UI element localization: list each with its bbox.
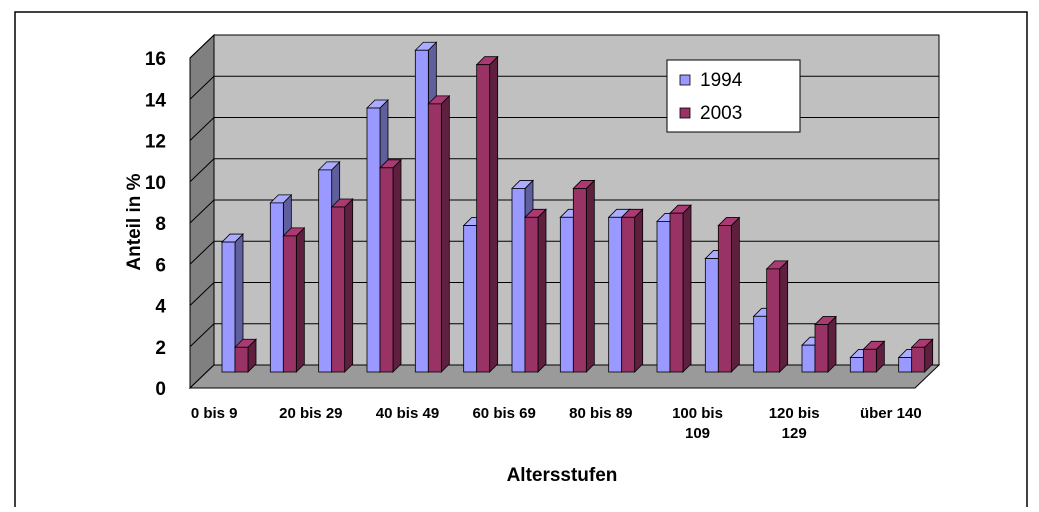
bar-front bbox=[801, 344, 816, 373]
bar-side bbox=[682, 204, 692, 373]
y-tick-label: 14 bbox=[145, 90, 167, 111]
legend-swatch-1994 bbox=[679, 74, 691, 86]
bar-side bbox=[440, 94, 450, 373]
bar-2003-2 bbox=[330, 198, 354, 373]
legend-box bbox=[666, 59, 801, 133]
gridline bbox=[189, 34, 939, 59]
bar-2003-13 bbox=[862, 340, 886, 373]
bar-front bbox=[318, 169, 333, 373]
bar-front bbox=[814, 324, 829, 373]
y-tick-label: 16 bbox=[145, 49, 166, 70]
bar-front bbox=[463, 225, 478, 373]
x-tick-line: 120 bis bbox=[769, 405, 820, 422]
y-tick-label: 6 bbox=[155, 255, 166, 276]
bar-front bbox=[621, 216, 636, 373]
gridline bbox=[189, 158, 939, 183]
x-tick-line: 109 bbox=[685, 425, 710, 442]
x-tick-line: 100 bis bbox=[672, 405, 723, 422]
bar-2003-14 bbox=[910, 338, 934, 373]
x-axis-label: Altersstufen bbox=[507, 465, 618, 486]
gridline bbox=[189, 323, 939, 348]
bar-side bbox=[537, 208, 547, 373]
bar-2003-4 bbox=[427, 94, 451, 373]
bar-front bbox=[221, 241, 236, 373]
bar-2003-1 bbox=[282, 226, 306, 373]
y-tick-label: 0 bbox=[155, 379, 166, 400]
bar-front bbox=[282, 235, 297, 373]
x-tick-label: 40 bis 49 bbox=[376, 405, 439, 422]
y-tick-label: 10 bbox=[145, 173, 166, 194]
bar-2003-11 bbox=[765, 259, 789, 373]
bar-side bbox=[344, 198, 354, 373]
legend: 1994 2003 bbox=[666, 59, 801, 133]
bar-front bbox=[379, 167, 394, 373]
bar-front bbox=[427, 103, 442, 373]
bar-side bbox=[827, 315, 837, 373]
y-tick-label: 4 bbox=[155, 297, 166, 318]
bar-front bbox=[669, 212, 684, 373]
y-tick-label: 12 bbox=[145, 132, 166, 153]
bar-front bbox=[717, 225, 732, 373]
bar-2003-5 bbox=[475, 55, 499, 373]
bar-front bbox=[849, 357, 864, 373]
bar-front bbox=[331, 206, 346, 373]
bar-front bbox=[656, 221, 671, 373]
bar-side bbox=[392, 158, 402, 373]
bar-side bbox=[779, 259, 789, 373]
bar-front bbox=[234, 346, 249, 373]
bar-side bbox=[489, 55, 499, 373]
gridline bbox=[189, 282, 939, 306]
x-tick-label: 120 bis 129 bbox=[769, 405, 820, 442]
y-tick-label: 8 bbox=[155, 214, 166, 235]
bar-front bbox=[704, 258, 719, 373]
legend-label-1994: 1994 bbox=[700, 70, 743, 91]
legend-label-2003: 2003 bbox=[700, 103, 742, 124]
y-tick-label: 2 bbox=[155, 338, 166, 359]
bar-2003-10 bbox=[717, 216, 741, 373]
bar-2003-6 bbox=[524, 208, 547, 373]
bar-2003-12 bbox=[814, 315, 837, 373]
bar-front bbox=[898, 357, 913, 373]
bar-2003-0 bbox=[234, 338, 257, 373]
bar-front bbox=[608, 216, 623, 373]
x-tick-label: 20 bis 29 bbox=[279, 405, 342, 422]
gridline bbox=[189, 199, 939, 224]
bar-2003-8 bbox=[620, 208, 644, 373]
bar-front bbox=[476, 64, 491, 373]
bar-side bbox=[730, 216, 740, 373]
x-tick-label: 0 bis 9 bbox=[191, 405, 238, 422]
bar-front bbox=[753, 315, 768, 373]
legend-swatch-2003 bbox=[679, 107, 691, 119]
bar-front bbox=[511, 188, 526, 373]
bar-2003-9 bbox=[669, 204, 692, 373]
bar-2003-7 bbox=[572, 179, 596, 373]
bar-front bbox=[524, 216, 539, 373]
bar-front bbox=[559, 216, 574, 373]
bar-side bbox=[585, 179, 595, 373]
gridline bbox=[189, 240, 939, 265]
x-tick-label: 60 bis 69 bbox=[472, 405, 535, 422]
x-tick-line: 129 bbox=[782, 425, 807, 442]
x-tick-label: 80 bis 89 bbox=[569, 405, 632, 422]
bar-2003-3 bbox=[379, 158, 402, 373]
bar-front bbox=[572, 188, 587, 373]
x-tick-label: über 140 bbox=[860, 405, 922, 422]
bar-front bbox=[366, 107, 381, 373]
bar-front bbox=[766, 268, 781, 373]
bar-side bbox=[634, 208, 644, 373]
y-axis-label: Anteil in % bbox=[124, 173, 145, 270]
bar-front bbox=[269, 202, 284, 373]
x-tick-label: 100 bis 109 bbox=[672, 405, 723, 442]
bar-front bbox=[862, 348, 877, 373]
bar-front bbox=[414, 49, 429, 373]
bar-front bbox=[911, 346, 926, 373]
bar-side bbox=[295, 226, 305, 373]
